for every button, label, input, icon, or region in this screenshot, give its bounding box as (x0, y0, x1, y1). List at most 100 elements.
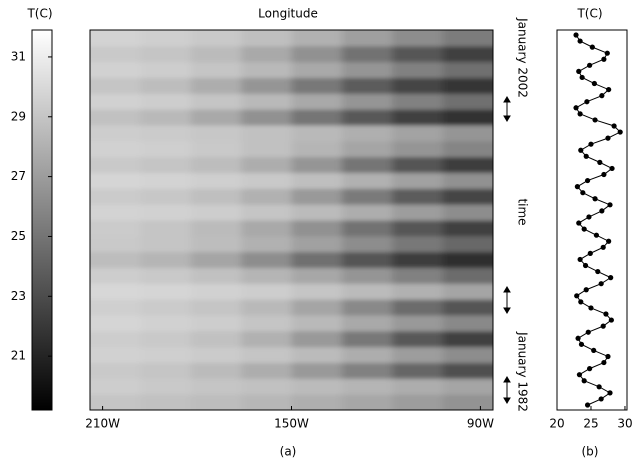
heatmap-cell (190, 45, 242, 63)
heatmap-cell (90, 235, 141, 253)
heatmap-cell (442, 125, 493, 142)
data-point (598, 396, 604, 402)
heatmap-cell (241, 172, 292, 189)
heatmap-cell (90, 93, 141, 110)
heatmap-cell (140, 172, 192, 189)
data-point (584, 99, 590, 105)
heatmap-cell (241, 299, 292, 316)
heatmap-cell (341, 125, 393, 142)
heatmap-cell (140, 204, 192, 221)
heatmap-cell (90, 299, 141, 316)
data-point (587, 250, 593, 256)
data-point (577, 256, 583, 263)
heatmap-cell (90, 378, 141, 395)
heatmap-cell (190, 251, 242, 268)
heatmap-cell (140, 45, 192, 63)
heatmap-cell (341, 378, 393, 395)
heatmap-cell (140, 283, 192, 300)
data-point (607, 202, 613, 208)
colorbar (31, 29, 53, 411)
heatmap-cell (140, 251, 192, 268)
series-line (575, 34, 622, 406)
data-point (584, 177, 591, 184)
heatmap-cell (190, 204, 242, 221)
heatmap-cell (341, 188, 393, 205)
heatmap-cell (392, 283, 444, 300)
heatmap-cell (341, 30, 393, 47)
data-point (584, 402, 591, 408)
heatmap-cell (341, 267, 393, 284)
heatmap-cell (190, 140, 242, 158)
heatmap-cell (190, 283, 242, 300)
heatmap-cell (241, 188, 292, 205)
heatmap-cell (90, 204, 141, 221)
y-axis-label: time (516, 198, 530, 225)
data-point (608, 317, 614, 323)
data-point (600, 244, 606, 250)
data-point (573, 105, 579, 111)
heatmap-cell (140, 299, 192, 316)
heatmap-cell (241, 30, 292, 47)
heatmap-cell (140, 330, 192, 348)
heatmap-cell (341, 61, 393, 78)
heatmap-cell (442, 251, 493, 268)
data-point (591, 80, 597, 87)
heatmap (90, 30, 493, 410)
data-point (611, 123, 617, 129)
heatmap-cell (442, 299, 493, 316)
heatmap-cell (241, 378, 292, 395)
heatmap-cell (190, 235, 242, 253)
heatmap-cell (140, 140, 192, 158)
heatmap-cell (392, 140, 444, 158)
heatmap-cell (291, 267, 343, 284)
data-point (578, 299, 584, 305)
heatmap-cell (392, 109, 444, 126)
heatmap-cell (241, 394, 292, 410)
heatmap-cell (392, 346, 444, 363)
data-point (601, 56, 607, 62)
heatmap-cell (140, 267, 192, 284)
data-point (587, 62, 593, 68)
heatmap-cell (442, 204, 493, 221)
heatmap-cell (90, 125, 141, 142)
heatmap-cell (291, 378, 343, 395)
data-point (603, 311, 609, 317)
heatmap-cell (341, 283, 393, 300)
heatmap-cell (291, 283, 343, 300)
heatmap-cell (291, 362, 343, 379)
heatmap-cell (190, 188, 242, 205)
heatmap-cell (442, 220, 493, 237)
data-point (585, 329, 591, 335)
data-point (578, 341, 585, 347)
heatmap-cell (291, 220, 343, 237)
heatmap-cell (190, 315, 242, 332)
heatmap-cell (392, 362, 444, 379)
data-point (576, 220, 582, 226)
heatmap-cell (140, 220, 192, 237)
heatmap-cell (392, 61, 444, 78)
heatmap-cell (392, 156, 444, 173)
colorbar-tick-label: 29 (11, 109, 26, 123)
heatmap-cell (341, 45, 393, 63)
heatmap-cell (90, 251, 141, 268)
heatmap-cell (140, 188, 192, 205)
data-point (583, 153, 589, 159)
heatmap-cells (90, 30, 493, 410)
heatmap-cell (90, 172, 141, 189)
heatmap-cell (90, 109, 141, 126)
colorbar-title: T(C) (26, 7, 52, 21)
heatmap-cell (291, 30, 343, 47)
heatmap-cell (190, 220, 242, 237)
heatmap-cell (291, 77, 343, 94)
heatmap-cell (291, 45, 343, 63)
data-point (592, 196, 598, 202)
heatmap-cell (190, 378, 242, 395)
heatmap-cell (241, 235, 292, 253)
heatmap-cell (442, 315, 493, 332)
heatmap-cell (392, 267, 444, 284)
heatmap-cell (140, 109, 192, 126)
heatmap-cell (190, 362, 242, 379)
heatmap-cell (241, 283, 292, 300)
heatmap-cell (442, 140, 493, 158)
data-point (608, 275, 614, 281)
